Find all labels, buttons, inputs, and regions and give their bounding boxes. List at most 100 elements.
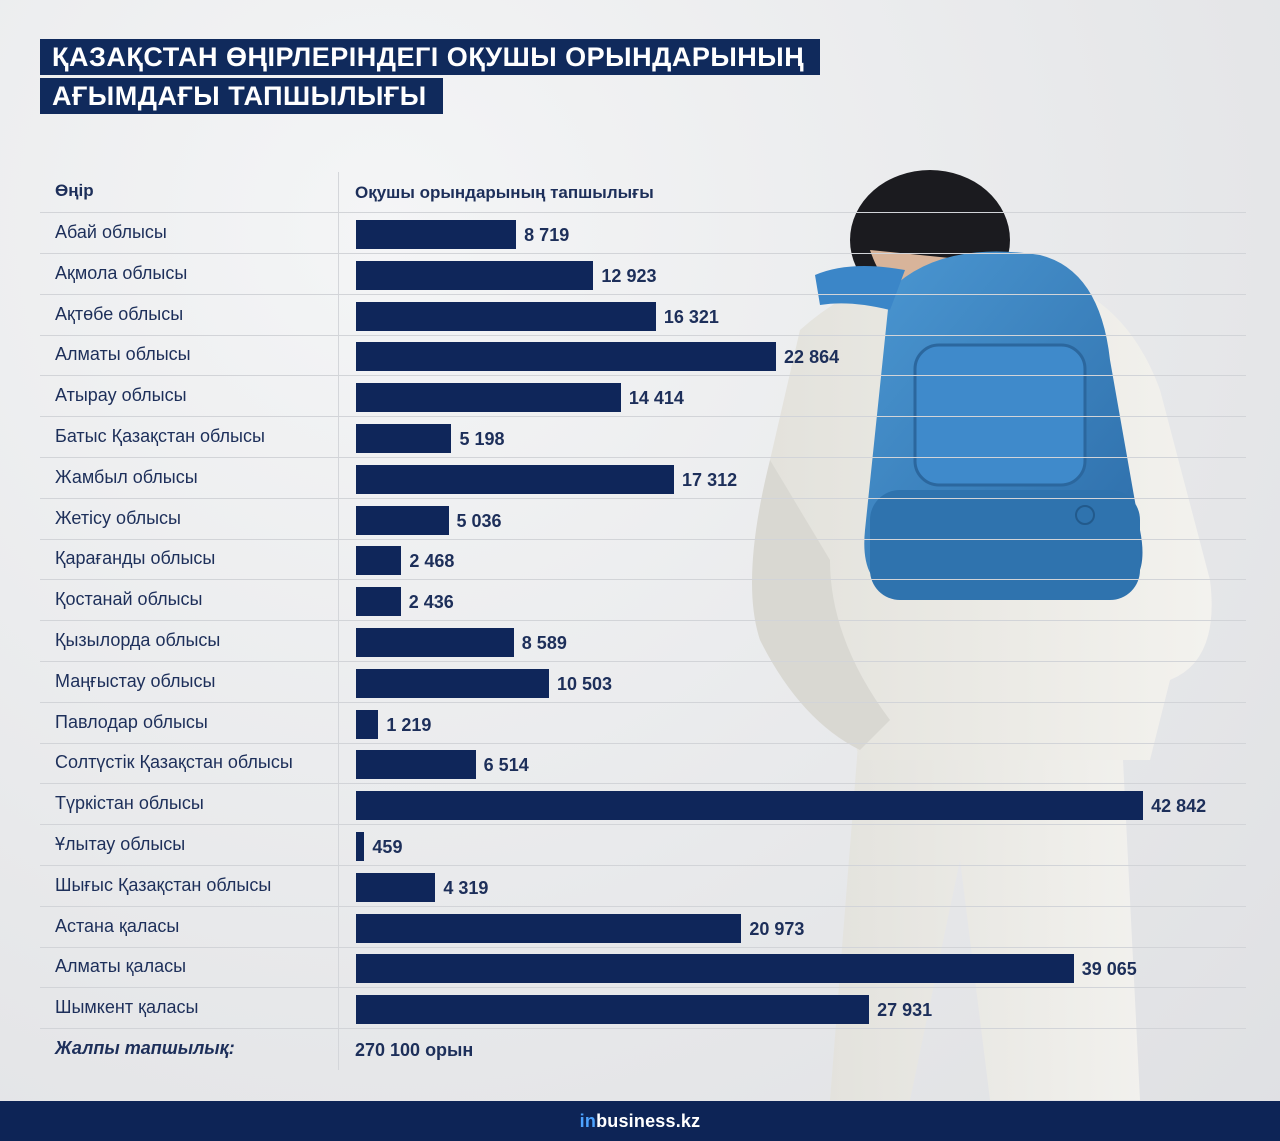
row-divider <box>40 212 1246 213</box>
bar <box>356 628 514 657</box>
bar <box>356 220 517 249</box>
bar-value-label: 1 219 <box>386 714 432 735</box>
region-label: Қарағанды облысы <box>55 548 216 569</box>
table-row: Ақмола облысы 12 923 <box>40 254 1246 295</box>
row-divider <box>40 293 1246 295</box>
region-label: Қостанай облысы <box>55 589 203 610</box>
row-divider <box>40 824 1246 826</box>
region-label: Павлодар облысы <box>55 711 208 732</box>
bar-value-label: 2 468 <box>409 551 455 572</box>
row-divider <box>40 579 1246 581</box>
total-row: Жалпы тапшылық: 270 100 орын <box>40 1029 1246 1070</box>
table-row: Шымкент қаласы 27 931 <box>40 988 1246 1030</box>
table-row: Атырау облысы 14 414 <box>40 376 1246 418</box>
bar-value-label: 39 065 <box>1081 959 1137 980</box>
table-row: Түркістан облысы 42 842 <box>40 784 1246 826</box>
bar <box>356 668 549 698</box>
region-label: Алматы облысы <box>55 344 191 365</box>
row-divider <box>40 620 1246 622</box>
region-column-header: Өңір <box>55 181 94 200</box>
region-label: Түркістан облысы <box>55 793 204 814</box>
region-label: Абай облысы <box>55 222 167 242</box>
region-label: Жамбыл облысы <box>55 466 198 487</box>
row-divider <box>40 987 1246 989</box>
bar <box>356 342 777 372</box>
row-divider <box>40 905 1246 907</box>
row-divider <box>40 497 1246 499</box>
brand-name: business.kz <box>596 1111 701 1131</box>
row-divider <box>40 1028 1246 1030</box>
bar-value-label: 10 503 <box>556 673 613 694</box>
table-row: Жетісу облысы 5 036 <box>40 499 1246 540</box>
bar-value-label: 6 514 <box>483 755 529 776</box>
table-row: Ақтөбе облысы 16 321 <box>40 295 1246 336</box>
row-divider <box>40 375 1246 377</box>
table-row: Солтүстік Қазақстан облысы 6 514 <box>40 743 1246 785</box>
table-row: Абай облысы 8 719 <box>40 213 1246 254</box>
row-divider <box>40 865 1246 866</box>
table-row: Астана қаласы 20 973 <box>40 907 1246 948</box>
bar-value-label: 17 312 <box>682 469 738 490</box>
bar-value-label: 14 414 <box>628 388 684 409</box>
bar <box>356 260 594 290</box>
bar <box>356 301 656 331</box>
table-row: Алматы облысы 22 864 <box>40 335 1246 377</box>
brand-prefix: in <box>579 1111 597 1131</box>
table-row: Павлодар облысы 1 219 <box>40 703 1246 744</box>
row-divider <box>40 538 1246 540</box>
bar <box>356 954 1074 984</box>
region-label: Жетісу облысы <box>55 507 181 528</box>
bar-value-label: 8 719 <box>524 225 570 245</box>
row-divider <box>40 416 1246 418</box>
bar <box>356 995 870 1025</box>
table-row: Жамбыл облысы 17 312 <box>40 458 1246 499</box>
row-divider <box>40 334 1246 336</box>
row-divider <box>40 946 1246 948</box>
bar <box>356 791 1144 821</box>
bar-value-label: 20 973 <box>749 918 805 939</box>
region-label: Солтүстік Қазақстан облысы <box>55 752 293 773</box>
bar <box>356 424 452 453</box>
bar-value-label: 8 589 <box>521 633 567 653</box>
region-label: Маңғыстау облысы <box>55 670 216 691</box>
bar-value-label: 5 198 <box>459 429 505 449</box>
region-label: Қызылорда облысы <box>55 630 221 650</box>
table-header-row: Өңір Оқушы орындарының тапшылығы <box>40 172 1246 213</box>
bar-value-label: 42 842 <box>1151 796 1207 817</box>
bar-value-label: 27 931 <box>877 1000 933 1021</box>
student-with-backpack-image <box>752 170 1212 1100</box>
region-label: Алматы қаласы <box>55 956 187 977</box>
table-row: Қарағанды облысы 2 468 <box>40 539 1246 581</box>
table-row: Ұлытау облысы 459 <box>40 825 1246 866</box>
bar <box>356 546 402 576</box>
chart-title-line-2: АҒЫМДАҒЫ ТАПШЫЛЫҒЫ <box>40 78 443 114</box>
bar-value-label: 5 036 <box>456 510 502 531</box>
bar-value-label: 2 436 <box>408 592 454 613</box>
bar <box>356 505 449 535</box>
bar-value-label: 22 864 <box>784 347 840 368</box>
region-label: Ақтөбе облысы <box>55 303 184 324</box>
deficit-table: Өңір Оқушы орындарының тапшылығы Абай об… <box>40 172 1246 1070</box>
bar <box>356 464 675 494</box>
bar <box>356 872 436 902</box>
row-divider <box>40 742 1246 744</box>
row-divider <box>40 701 1246 703</box>
region-label: Шығыс Қазақстан облысы <box>55 874 272 895</box>
bar <box>356 383 621 413</box>
row-divider <box>40 661 1246 662</box>
region-label: Астана қаласы <box>55 915 180 936</box>
total-label: Жалпы тапшылық: <box>55 1038 235 1058</box>
bar <box>356 587 401 617</box>
chart-title-line-1: ҚАЗАҚСТАН ӨҢІРЛЕРІНДЕГІ ОҚУШЫ ОРЫНДАРЫНЫ… <box>40 39 821 75</box>
bar-value-label: 12 923 <box>601 265 657 286</box>
bar-value-label: 4 319 <box>443 877 489 898</box>
bar <box>356 832 365 861</box>
table-row: Батыс Қазақстан облысы 5 198 <box>40 417 1246 458</box>
table-row: Маңғыстау облысы 10 503 <box>40 662 1246 703</box>
table-row: Қызылорда облысы 8 589 <box>40 621 1246 662</box>
bar-value-label: 16 321 <box>663 306 719 327</box>
footer-bar: inbusiness.kz <box>0 1101 1280 1141</box>
region-label: Шымкент қаласы <box>55 997 199 1018</box>
region-label: Ақмола облысы <box>55 262 188 283</box>
row-divider <box>40 783 1246 785</box>
